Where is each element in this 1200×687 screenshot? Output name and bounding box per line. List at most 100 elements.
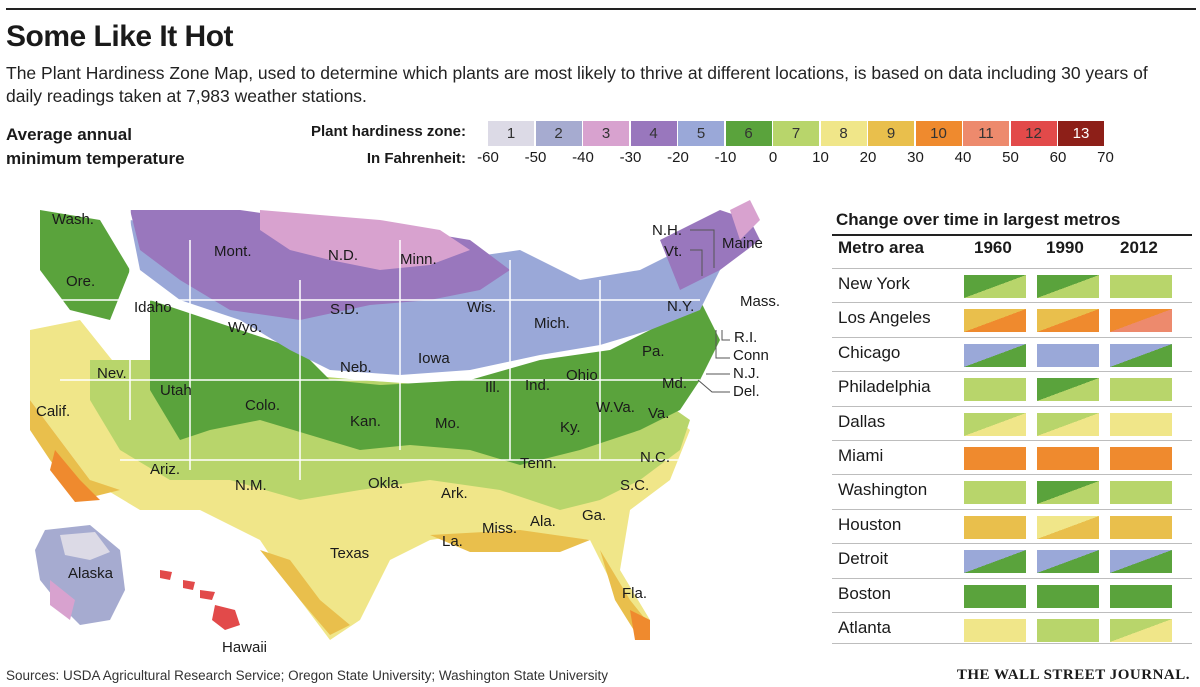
zone-bands bbox=[30, 200, 760, 640]
zone-cell-2012 bbox=[1110, 481, 1172, 505]
zone-cell-1990 bbox=[1037, 584, 1099, 608]
map-label: N.D. bbox=[328, 247, 358, 264]
page-title: Some Like It Hot bbox=[6, 20, 234, 53]
legend-swatch-zone-7: 7 bbox=[773, 121, 819, 146]
map-heading: Average annual minimum temperature bbox=[6, 123, 185, 171]
map-label: Ky. bbox=[560, 419, 581, 436]
map-label: Texas bbox=[330, 545, 369, 562]
map-label: Mich. bbox=[534, 315, 570, 332]
legend-temperature: 30 bbox=[907, 149, 924, 166]
map-label: N.C. bbox=[640, 449, 670, 466]
map-label: Ariz. bbox=[150, 461, 180, 478]
map-label: Mo. bbox=[435, 415, 460, 432]
sources-note: Sources: USDA Agricultural Research Serv… bbox=[6, 668, 609, 683]
map-label: Calif. bbox=[36, 403, 70, 420]
zone-cell-1990 bbox=[1037, 412, 1099, 436]
table-row: Chicago bbox=[832, 336, 1192, 371]
map-label: Mass. bbox=[740, 293, 780, 310]
map-label: Va. bbox=[648, 405, 669, 422]
legend-temperature: 40 bbox=[954, 149, 972, 166]
zone-cell-1990 bbox=[1037, 447, 1099, 470]
zone-cell-1960 bbox=[964, 275, 1026, 298]
zone-cell-2012 bbox=[1110, 550, 1172, 574]
col-header-1990: 1990 bbox=[1046, 238, 1084, 257]
legend-temperature: 60 bbox=[1049, 149, 1067, 166]
legend-temperature: -10 bbox=[714, 149, 737, 166]
map-label: Fla. bbox=[622, 585, 647, 602]
legend-temperature: -30 bbox=[619, 149, 642, 166]
zone-cell-1960 bbox=[964, 550, 1026, 574]
zone-cell-1960 bbox=[964, 481, 1026, 505]
zone-cell-1990 bbox=[1037, 550, 1099, 574]
legend-temperature: -60 bbox=[477, 149, 499, 166]
leader-lines bbox=[690, 229, 730, 393]
metro-name: Miami bbox=[838, 446, 884, 465]
legend-swatch-zone-11: 11 bbox=[963, 121, 1009, 146]
hawaii-islands bbox=[160, 570, 240, 630]
publisher-logo: THE WALL STREET JOURNAL. bbox=[956, 667, 1190, 683]
table-row: Dallas bbox=[832, 405, 1192, 440]
map-label: Vt. bbox=[664, 243, 682, 260]
map-label: Miss. bbox=[482, 520, 517, 537]
legend-swatch-zone-9: 9 bbox=[868, 121, 914, 146]
legend-swatch-zone-6: 6 bbox=[725, 121, 772, 146]
zone-cell-1990 bbox=[1037, 481, 1099, 505]
zone-cell-1960 bbox=[964, 619, 1026, 642]
map-label: Ohio bbox=[566, 367, 598, 384]
map-label: Mont. bbox=[214, 243, 252, 260]
table-row: Philadelphia bbox=[832, 371, 1192, 405]
table-bottom-rule bbox=[832, 643, 1192, 644]
legend-temperature: -40 bbox=[572, 149, 594, 166]
col-header-2012: 2012 bbox=[1120, 238, 1158, 257]
zone-cell-1960 bbox=[964, 584, 1026, 608]
metro-name: Philadelphia bbox=[838, 377, 931, 397]
legend-temperature: -50 bbox=[524, 149, 547, 166]
map-label: N.Y. bbox=[667, 298, 694, 315]
state-borders bbox=[30, 210, 700, 480]
table-header-rule bbox=[832, 234, 1192, 236]
map-label: Nev. bbox=[97, 365, 127, 382]
zone-cell-2012 bbox=[1110, 412, 1172, 436]
alaska-zone-3 bbox=[50, 580, 75, 620]
metro-name: Detroit bbox=[838, 549, 889, 569]
table-row: Houston bbox=[832, 508, 1192, 543]
map-label: Ala. bbox=[530, 513, 556, 530]
table-row: Los Angeles bbox=[832, 302, 1192, 336]
zone-cell-2012 bbox=[1110, 619, 1172, 642]
zone-cell-1960 bbox=[964, 309, 1026, 333]
zone-cell-1990 bbox=[1037, 378, 1099, 402]
map-heading-line1: Average annual bbox=[6, 125, 132, 144]
map-label: S.C. bbox=[620, 477, 649, 494]
zone-band-3 bbox=[260, 200, 760, 270]
map-label: N.M. bbox=[235, 477, 267, 494]
map-label: Wis. bbox=[467, 299, 496, 316]
metro-name: Chicago bbox=[838, 342, 901, 362]
map-label: Wyo. bbox=[228, 319, 262, 336]
legend-swatch-zone-3: 3 bbox=[583, 121, 629, 146]
legend-swatch-zone-1: 1 bbox=[488, 121, 534, 146]
legend-temperature: -20 bbox=[667, 149, 689, 166]
map-label: W.Va. bbox=[596, 399, 635, 416]
legend-temperature: 50 bbox=[1002, 149, 1019, 166]
map-label: Iowa bbox=[418, 350, 450, 367]
legend-swatch-zone-5: 5 bbox=[678, 121, 724, 146]
map-label: S.D. bbox=[330, 301, 359, 318]
table-row: Detroit bbox=[832, 543, 1192, 577]
legend-temperature: 20 bbox=[859, 149, 877, 166]
zone-cell-1960 bbox=[964, 412, 1026, 436]
col-header-1960: 1960 bbox=[974, 238, 1012, 257]
map-label: Neb. bbox=[340, 359, 372, 376]
map-label: La. bbox=[442, 533, 463, 550]
legend-swatch-zone-13: 13 bbox=[1058, 121, 1104, 146]
zone-cell-1990 bbox=[1037, 275, 1099, 298]
zone-cell-2012 bbox=[1110, 515, 1172, 539]
zone-cell-2012 bbox=[1110, 378, 1172, 402]
alaska-zone-1 bbox=[60, 532, 110, 560]
zone-cell-1960 bbox=[964, 378, 1026, 402]
legend-swatch-zone-2: 2 bbox=[535, 121, 582, 146]
map-label: Ind. bbox=[525, 377, 550, 394]
zone-cell-2012 bbox=[1110, 447, 1172, 470]
map-label: Utah bbox=[160, 382, 192, 399]
map-label: R.I. bbox=[734, 329, 757, 346]
map-label: Md. bbox=[662, 375, 687, 392]
